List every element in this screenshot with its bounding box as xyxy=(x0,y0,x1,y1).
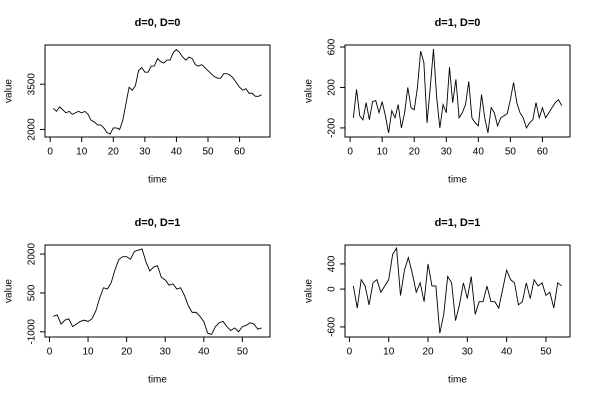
x-tick-label: 50 xyxy=(237,347,249,358)
plot-box xyxy=(344,244,571,338)
x-tick-label: 0 xyxy=(347,147,353,158)
x-tick-label: 30 xyxy=(139,147,151,158)
x-tick-label: 40 xyxy=(501,347,513,358)
chart-title: d=0, D=0 xyxy=(135,17,181,29)
x-tick-label: 20 xyxy=(422,347,434,358)
x-tick-label: 40 xyxy=(473,147,485,158)
y-axis-label: value xyxy=(304,279,315,303)
x-tick-label: 10 xyxy=(82,347,94,358)
series-line xyxy=(53,248,262,335)
x-tick-label: 20 xyxy=(121,347,133,358)
y-tick-label: 500 xyxy=(27,284,38,301)
series-line xyxy=(352,49,563,134)
y-tick-label: -200 xyxy=(327,117,338,137)
chart-title: d=0, D=1 xyxy=(135,217,181,229)
x-tick-label: 0 xyxy=(47,147,53,158)
x-tick-label: 30 xyxy=(462,347,474,358)
x-tick-label: 30 xyxy=(160,347,172,358)
x-tick-label: 30 xyxy=(441,147,453,158)
y-tick-label: -600 xyxy=(327,316,338,336)
x-tick-label: 40 xyxy=(198,347,210,358)
series-line xyxy=(352,246,562,334)
y-tick-label: 200 xyxy=(327,79,338,96)
x-tick-label: 50 xyxy=(540,347,552,358)
x-tick-label: 60 xyxy=(234,147,246,158)
x-tick-label: 10 xyxy=(76,147,88,158)
y-axis-label: value xyxy=(4,79,15,103)
y-tick-label: -1000 xyxy=(27,319,38,345)
x-tick-label: 0 xyxy=(47,347,53,358)
plot-box xyxy=(344,44,571,138)
x-tick-label: 60 xyxy=(537,147,549,158)
plot-box xyxy=(44,244,271,338)
chart-title: d=1, D=0 xyxy=(435,17,481,29)
x-axis-label: time xyxy=(148,375,167,386)
x-tick-label: 10 xyxy=(377,147,389,158)
series-line xyxy=(53,48,262,135)
x-axis-label: time xyxy=(448,175,467,186)
y-tick-label: 600 xyxy=(327,38,338,55)
y-tick-label: 2000 xyxy=(27,118,38,141)
x-axis-label: time xyxy=(148,175,167,186)
x-tick-label: 10 xyxy=(383,347,395,358)
x-tick-label: 0 xyxy=(347,347,353,358)
x-axis-label: time xyxy=(448,375,467,386)
y-axis-label: value xyxy=(4,279,15,303)
chart-title: d=1, D=1 xyxy=(435,217,481,229)
x-tick-label: 50 xyxy=(505,147,517,158)
plot-box xyxy=(44,44,271,138)
y-tick-label: 3500 xyxy=(27,73,38,96)
y-tick-label: 0 xyxy=(327,286,338,292)
x-tick-label: 50 xyxy=(202,147,214,158)
y-tick-label: 2000 xyxy=(27,243,38,266)
x-tick-label: 20 xyxy=(409,147,421,158)
x-tick-label: 20 xyxy=(108,147,120,158)
x-tick-label: 40 xyxy=(171,147,183,158)
y-axis-label: value xyxy=(304,79,315,103)
y-tick-label: 400 xyxy=(327,255,338,272)
